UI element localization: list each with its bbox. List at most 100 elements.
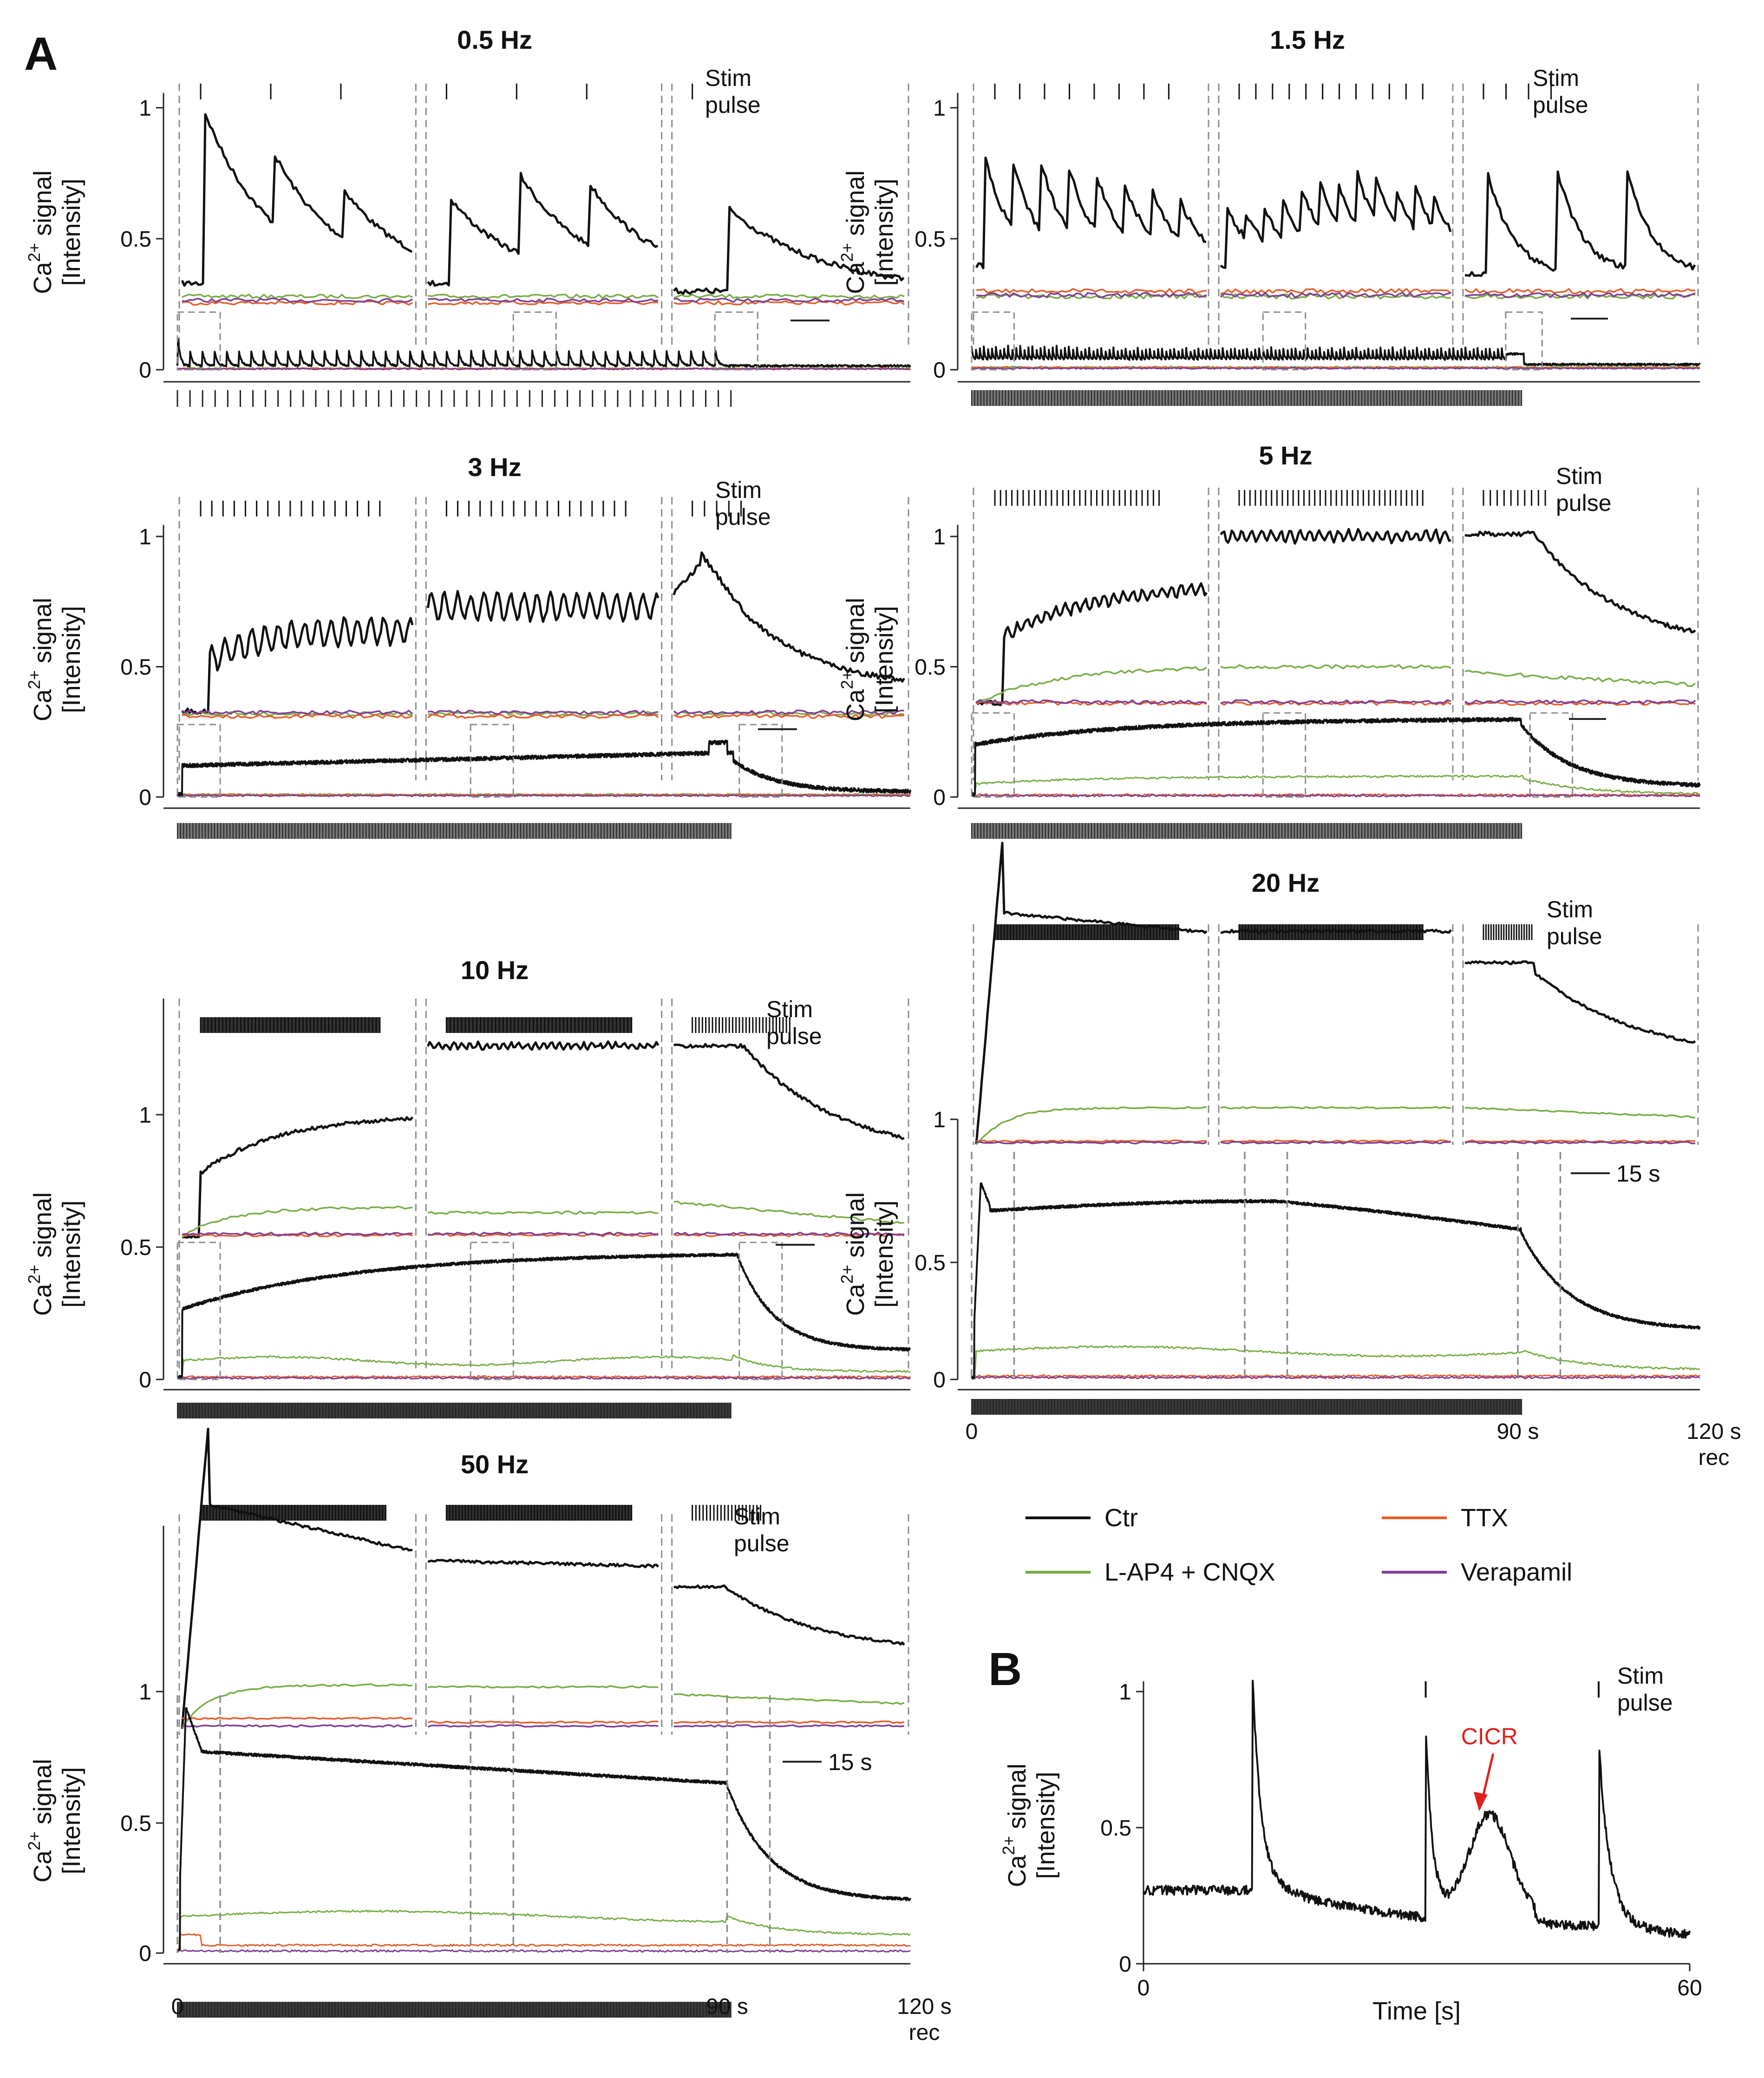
y-label-sup: 2+ [25,243,44,262]
inset-trace-ctr [426,590,660,623]
y-label-sup: 2+ [25,1831,44,1850]
pulse-label: pulse [705,92,761,118]
panel-title: 3 Hz [468,452,521,482]
y-axis-label-unit: [Intensity] [58,1767,85,1874]
trace-lap4 [971,366,1700,369]
y-tick-label: 0 [933,358,946,383]
y-tick-label: 0 [139,785,151,810]
trace-ctr [176,739,911,797]
inset-trace-ctr [427,172,659,287]
inset-trace-ctr [673,1043,905,1140]
x-tick-rec: rec [1699,1445,1730,1470]
panel-b-label: B [988,1643,1022,1695]
y-axis-label-unit: [Intensity] [870,606,898,713]
trace-verapamil [177,794,911,797]
y-label-sup: 2+ [837,670,856,689]
y-tick-label: 1 [933,1108,946,1132]
scale-bar-label: 15 s [828,1749,872,1775]
inset-trace-ttx [182,1233,413,1237]
pulse-label: pulse [1556,490,1612,516]
y-label-signal: signal [29,1192,57,1265]
inset-trace-ctr [1220,170,1452,269]
trace-verapamil [177,1376,911,1380]
y-tick-label: 0 [139,1368,151,1392]
y-tick-label: 0 [933,1368,946,1392]
inset-trace-lap4 [1220,664,1451,670]
trace-ctr [176,1252,911,1379]
trace-ctr [176,1707,911,1952]
y-tick-label: 0.5 [120,655,151,680]
y-label-ca: Ca [1003,1855,1031,1887]
y-label-signal: signal [1003,1764,1031,1836]
y-axis-label: Ca2+ signal [25,598,57,721]
inset-trace-ttx [673,300,905,306]
legend-label-ttx: TTX [1461,1504,1508,1532]
inset-trace-ttx [182,1717,413,1720]
trace-ctr [176,338,911,368]
inset-trace-verapamil [1464,1141,1696,1144]
zoom-window [176,724,221,798]
trace-ctr-b [1143,1679,1691,1939]
y-tick-label: 1 [139,1680,151,1705]
y-label-sup: 2+ [25,670,44,689]
inset-trace-verapamil [976,1141,1207,1144]
inset-trace-lap4 [673,294,905,299]
stim-pulse-train [177,1403,731,1418]
zoom-window [714,311,758,371]
stim-pulse-train [972,1399,1522,1415]
y-label-signal: signal [842,1192,869,1265]
y-label-sup: 2+ [837,1265,856,1284]
y-label-signal: signal [29,170,57,243]
y-axis-label: Ca2+ signal [25,1192,57,1316]
inset-trace-verapamil [673,297,905,303]
trace-ttx [177,793,911,797]
y-tick-label: 1 [933,96,946,121]
inset-trace-verapamil [428,710,659,715]
trace-verapamil [971,1376,1700,1379]
inset-trace-verapamil [976,292,1207,299]
inset-trace-ttx [182,713,413,719]
inset-stim-train [201,1017,380,1033]
inset-trace-ctr [1220,928,1452,934]
inset-trace-lap4 [182,294,413,299]
y-label-ca: Ca [842,261,869,294]
inset-trace-ttx [427,1720,659,1724]
y-label-ca: Ca [29,1850,57,1882]
stim-label: Stim [715,477,762,503]
trace-ttx [177,1375,911,1379]
y-tick-label: 1 [139,96,151,121]
inset-trace-ctr [427,1040,660,1051]
cicr-annotation: CICR [1461,1724,1518,1750]
stim-pulse-train [972,823,1522,839]
inset-trace-ctr [1220,528,1451,545]
y-axis-label-unit: [Intensity] [1032,1771,1060,1879]
pulse-label: pulse [1533,92,1588,118]
panel-a-label: A [24,28,58,80]
x-axis-title: Time [s] [1372,1997,1461,2025]
inset-trace-verapamil [673,709,904,715]
y-label-ca: Ca [29,1283,57,1316]
y-axis-label: Ca2+ signal [837,170,869,294]
y-tick-label: 0.5 [120,1811,151,1836]
y-axis-label: Ca2+ signal [837,1192,869,1316]
y-label-ca: Ca [29,261,57,294]
y-label-ca: Ca [842,689,869,721]
zoom-window [1262,712,1307,798]
inset-stim-train [446,1017,632,1033]
x-tick-rec: rec [909,2020,940,2045]
inset-trace-lap4 [976,666,1207,703]
zoom-window [470,724,514,798]
panel-title: 10 Hz [461,955,529,985]
legend-label-verapamil: Verapamil [1461,1558,1572,1586]
panel-title: 0.5 Hz [457,25,532,54]
inset-trace-verapamil [1220,699,1451,705]
inset-trace-verapamil [427,1724,659,1728]
x-tick-120: 120 s [1686,1419,1741,1444]
inset-trace-verapamil [182,297,413,303]
zoom-window [176,311,221,371]
inset-trace-ttx [976,288,1207,294]
y-label-sup: 2+ [25,1265,44,1284]
